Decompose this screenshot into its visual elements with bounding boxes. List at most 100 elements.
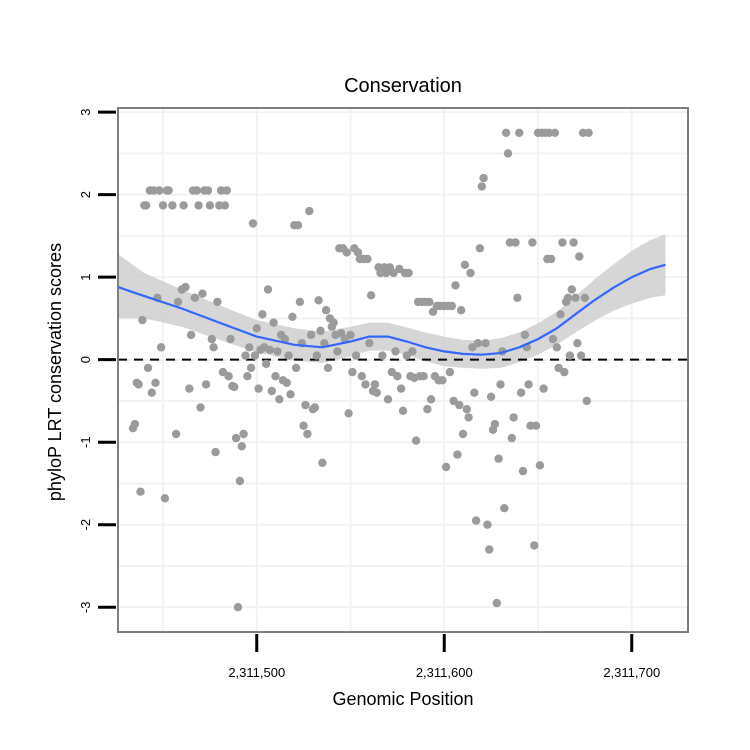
data-point <box>346 330 355 340</box>
data-point <box>230 382 239 392</box>
data-point <box>185 384 194 393</box>
data-point <box>323 363 333 373</box>
data-point <box>569 238 578 247</box>
data-point <box>267 386 276 396</box>
data-point <box>342 248 351 257</box>
data-point <box>203 186 213 195</box>
data-point <box>513 293 522 302</box>
data-point <box>233 603 243 612</box>
smooth-curve <box>117 263 666 356</box>
data-point <box>284 351 293 360</box>
data-point <box>265 345 275 354</box>
data-point <box>462 405 471 414</box>
data-point <box>546 254 556 264</box>
data-point <box>141 201 151 210</box>
data-point <box>329 318 338 327</box>
data-point <box>560 367 569 377</box>
data-point <box>224 372 233 381</box>
data-point <box>470 388 479 397</box>
data-point <box>220 201 230 210</box>
data-point <box>365 339 374 348</box>
data-point <box>456 306 466 315</box>
y-tick-label: -3 <box>78 601 93 613</box>
data-point <box>404 268 413 278</box>
data-point <box>156 343 166 352</box>
data-point <box>361 380 370 389</box>
x-axis-title: Genomic Position <box>332 689 473 709</box>
data-point <box>500 504 509 513</box>
data-point <box>190 293 200 302</box>
data-point <box>486 392 496 401</box>
data-point <box>237 442 246 451</box>
data-point <box>466 268 475 278</box>
data-point <box>213 297 222 307</box>
data-point <box>447 301 456 311</box>
data-point <box>231 433 241 443</box>
data-point <box>295 297 305 307</box>
data-point <box>503 149 513 158</box>
data-point <box>531 421 541 430</box>
data-point <box>353 248 363 257</box>
data-point <box>535 461 545 470</box>
data-point <box>366 291 376 300</box>
data-point <box>201 380 211 389</box>
data-point <box>425 297 434 307</box>
data-point <box>396 384 406 393</box>
data-point <box>481 339 490 348</box>
chart-title: Conservation <box>344 75 462 97</box>
data-point <box>318 458 327 467</box>
data-point <box>460 260 470 269</box>
data-point <box>348 367 357 377</box>
data-point <box>509 413 518 422</box>
smooth-line <box>117 263 666 356</box>
data-point <box>408 347 417 356</box>
data-point <box>411 436 421 445</box>
data-point <box>556 310 565 319</box>
data-point <box>492 598 501 608</box>
data-point <box>573 339 582 348</box>
data-point <box>479 173 488 183</box>
data-point <box>477 182 486 191</box>
data-point <box>363 254 372 264</box>
data-point <box>398 406 408 415</box>
data-point <box>273 347 282 356</box>
data-point <box>423 405 432 414</box>
data-point <box>563 293 573 302</box>
data-point <box>357 372 366 381</box>
data-point <box>261 359 271 368</box>
data-point <box>333 347 342 356</box>
plot-frame <box>117 107 689 633</box>
data-point <box>321 306 331 315</box>
data-point <box>539 384 548 393</box>
data-point <box>252 324 261 333</box>
data-point <box>471 516 481 525</box>
data-point <box>151 378 160 387</box>
data-point <box>453 450 462 459</box>
data-point <box>530 541 539 550</box>
data-point <box>455 400 464 410</box>
data-point <box>316 326 325 335</box>
data-point <box>173 297 183 307</box>
data-point <box>243 372 252 381</box>
y-tick-label: 2 <box>78 191 93 198</box>
data-point <box>254 384 263 393</box>
data-point <box>245 343 254 352</box>
data-point <box>575 252 584 261</box>
data-point <box>582 396 591 406</box>
data-point <box>485 545 494 554</box>
data-point <box>138 315 147 325</box>
data-point <box>458 429 468 439</box>
y-tick-label: -1 <box>78 436 93 448</box>
grid <box>118 108 688 632</box>
data-point <box>136 487 145 496</box>
data-point <box>158 201 168 210</box>
data-point <box>179 201 188 210</box>
data-point <box>160 494 170 503</box>
data-point <box>168 201 177 210</box>
data-point <box>181 282 190 292</box>
axes: -3 -2 -1 0 1 2 3 2,311,500 2,311,600 2,311,700 <box>78 109 660 680</box>
data-point <box>269 318 278 327</box>
data-point <box>344 409 353 418</box>
